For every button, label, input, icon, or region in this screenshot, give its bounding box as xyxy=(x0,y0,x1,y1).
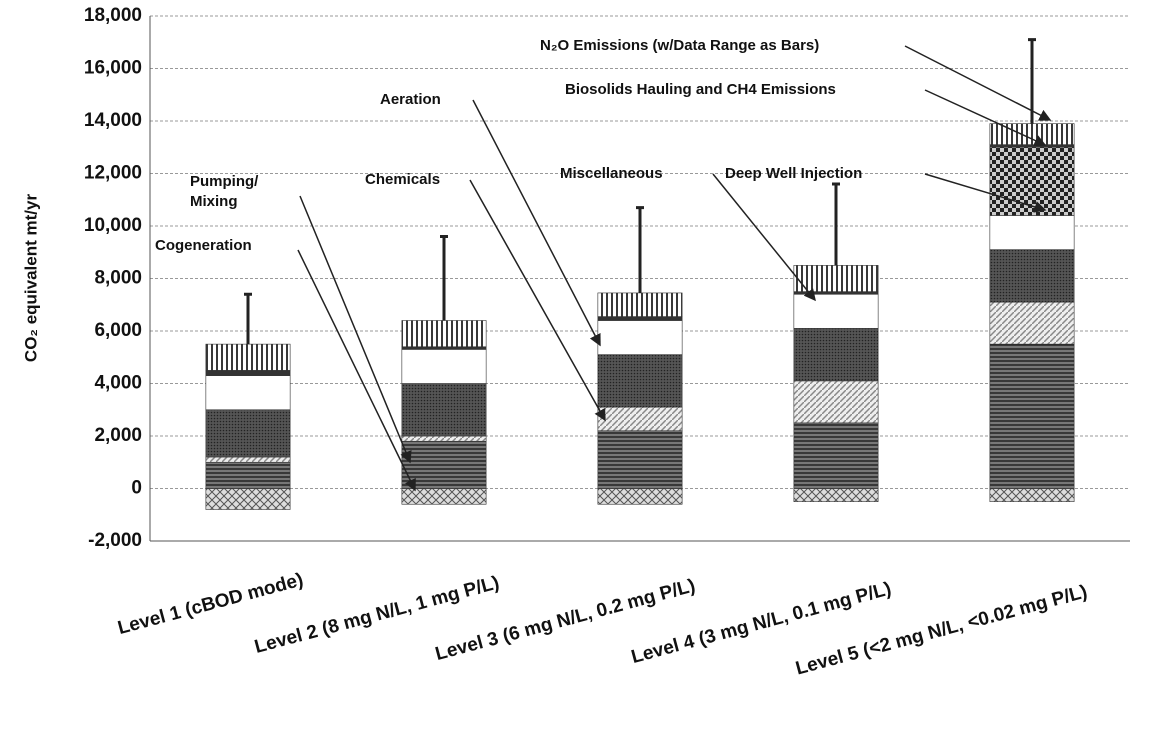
bar-segment xyxy=(401,383,487,437)
series-annotation: Pumping/ Mixing xyxy=(190,173,259,210)
bar-segment xyxy=(989,144,1075,148)
annotation-arrow xyxy=(469,179,606,422)
bar-segment xyxy=(793,422,879,489)
y-tick-label: 8,000 xyxy=(94,268,142,289)
bar-segment xyxy=(989,301,1075,345)
annotation-arrow xyxy=(472,99,601,347)
bar-segment xyxy=(793,265,879,292)
y-tick-label: -2,000 xyxy=(88,530,142,551)
bar-segment xyxy=(793,328,879,382)
bar-segment xyxy=(401,349,487,384)
bar-segment xyxy=(597,316,683,321)
bar-segment xyxy=(205,343,291,371)
series-annotation: N₂O Emissions (w/Data Range as Bars) xyxy=(540,37,820,54)
y-tick-label: 16,000 xyxy=(84,58,142,79)
bar-segment xyxy=(401,320,487,348)
bar-segment xyxy=(989,215,1075,250)
bar-segment xyxy=(597,488,683,505)
annotation-arrow xyxy=(712,173,816,302)
series-annotation: Deep Well Injection xyxy=(725,165,863,182)
y-tick-label: 6,000 xyxy=(94,320,142,341)
bar-segment xyxy=(205,370,291,376)
series-annotation: Aeration xyxy=(380,91,441,108)
bar-segment xyxy=(793,293,879,329)
y-tick-label: 10,000 xyxy=(84,215,142,236)
bar-segment xyxy=(989,123,1075,145)
bar-segment xyxy=(401,435,487,442)
bar-segment xyxy=(401,488,487,505)
series-annotation: Cogeneration xyxy=(155,237,252,254)
y-tick-label: 12,000 xyxy=(84,163,142,184)
bar-segment xyxy=(989,249,1075,303)
y-tick-label: 2,000 xyxy=(94,425,142,446)
bar-segment xyxy=(205,488,291,510)
annotation-arrow xyxy=(299,195,412,464)
bar-segment xyxy=(793,488,879,502)
series-annotation: Biosolids Hauling and CH4 Emissions xyxy=(565,81,836,98)
bar-segment xyxy=(205,456,291,463)
bar-segment xyxy=(597,292,683,317)
bar-segment xyxy=(989,146,1075,216)
y-tick-label: 0 xyxy=(131,478,142,499)
series-annotation: Miscellaneous xyxy=(560,165,663,182)
series-annotation: Chemicals xyxy=(365,171,441,188)
annotation-arrow xyxy=(924,173,1047,213)
bar-segment xyxy=(989,343,1075,489)
bar-segment xyxy=(205,461,291,489)
bar-segment xyxy=(597,406,683,432)
bar-segment xyxy=(793,380,879,424)
annotation-arrow xyxy=(924,89,1047,147)
y-tick-label: 18,000 xyxy=(84,5,142,26)
bar-segment xyxy=(793,291,879,295)
bar-segment xyxy=(989,488,1075,502)
y-tick-label: 4,000 xyxy=(94,373,142,394)
y-axis-label: CO₂ equivalent mt/yr xyxy=(21,194,40,363)
bar-segment xyxy=(401,346,487,350)
annotation-arrow xyxy=(904,45,1052,121)
annotation-arrow xyxy=(297,249,416,492)
bar-segment xyxy=(597,354,683,408)
bar-segment xyxy=(597,320,683,355)
bar-segment xyxy=(597,430,683,489)
bar-segment xyxy=(401,440,487,489)
bar-segment xyxy=(205,409,291,458)
bar-segment xyxy=(205,375,291,411)
x-tick-label: Level 1 (cBOD mode) xyxy=(116,569,306,639)
y-tick-label: 14,000 xyxy=(84,110,142,131)
